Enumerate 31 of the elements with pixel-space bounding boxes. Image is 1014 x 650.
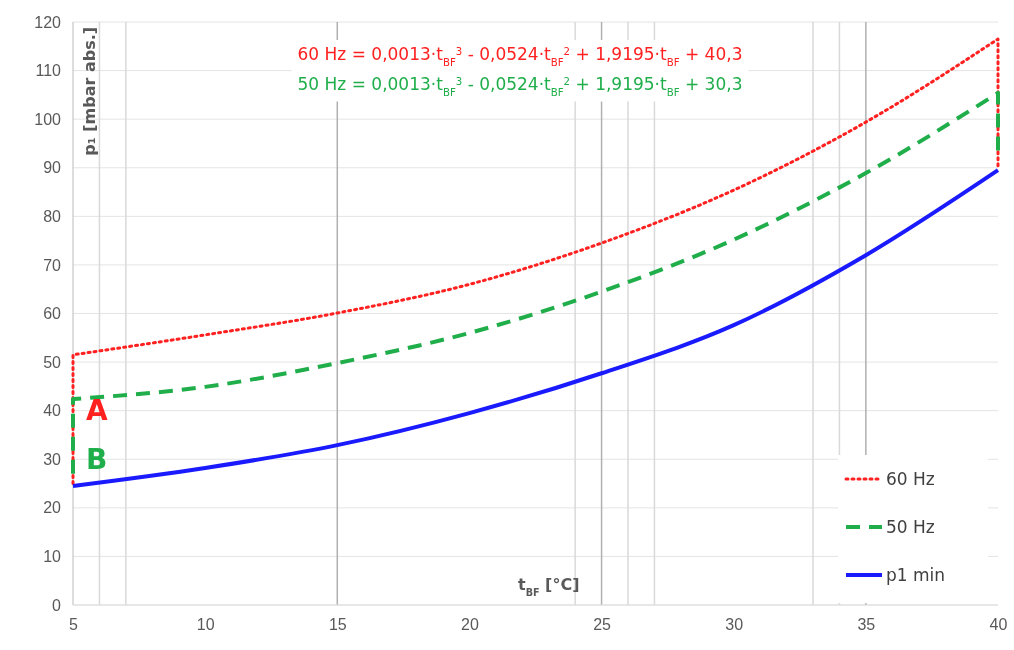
annotation: A: [85, 394, 108, 428]
text: 60 Hz = 0,0013·t$_{BF}$$^{3}$ - 0,0524·t$_{BF}$$^{2}$ + 1,9195·t$_{BF}$ + 40,3: [297, 44, 743, 68]
y-tick-label: 30: [43, 450, 62, 468]
x-axis-title: t$_{BF}$ [°C]: [517, 575, 580, 598]
y-tick-label: 60: [43, 305, 62, 323]
x-tick-label: 40: [989, 616, 1008, 634]
y-tick-label: 70: [43, 256, 62, 274]
y-tick-label: 0: [52, 596, 62, 614]
x-tick-label: 15: [328, 616, 347, 634]
x-tick-label: 35: [857, 616, 876, 634]
line-series: [71, 168, 1000, 488]
y-tick-label: 40: [43, 402, 62, 420]
y-tick-label: 100: [34, 110, 62, 128]
y-tick-label: 50: [43, 353, 62, 371]
annotation: B: [86, 443, 108, 477]
y-tick-label: 90: [43, 159, 62, 177]
text: 50 Hz = 0,0013·t$_{BF}$$^{3}$ - 0,0524·t$_{BF}$$^{2}$ + 1,9195·t$_{BF}$ + 30,3: [297, 74, 743, 98]
y-tick-label: 10: [43, 548, 62, 566]
legend-label: 60 Hz: [886, 468, 935, 489]
x-tick-label: 25: [593, 616, 612, 634]
x-tick-label: 20: [461, 616, 479, 634]
y-tick-label: 80: [43, 207, 62, 225]
y-tick-label: 120: [34, 13, 62, 31]
y-axis-title: p₁ [mbar abs.]: [80, 26, 100, 156]
y-tick-label: 110: [35, 62, 62, 80]
x-tick-label: 30: [725, 616, 744, 634]
y-tick-label: 20: [43, 499, 62, 517]
x-tick-label: 5: [69, 616, 79, 634]
legend-label: 50 Hz: [886, 516, 935, 537]
legend-label: p1 min: [886, 564, 946, 585]
x-tick-label: 10: [196, 616, 215, 634]
